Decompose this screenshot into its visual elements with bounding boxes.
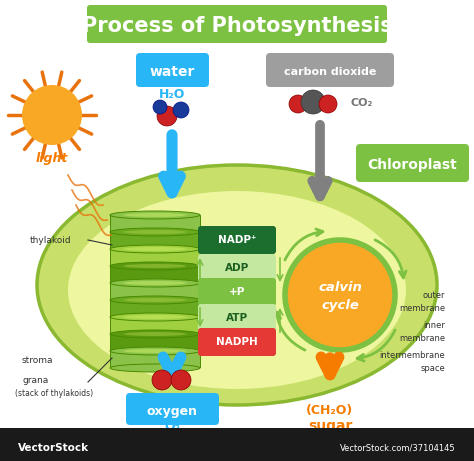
Ellipse shape <box>110 279 200 287</box>
Bar <box>110 317 200 333</box>
Text: grana: grana <box>22 376 48 384</box>
Ellipse shape <box>110 347 200 355</box>
Ellipse shape <box>124 247 186 251</box>
Text: sugar: sugar <box>308 419 352 433</box>
Circle shape <box>289 95 307 113</box>
Text: oxygen: oxygen <box>146 404 198 418</box>
FancyBboxPatch shape <box>198 226 276 254</box>
Ellipse shape <box>124 332 186 336</box>
Ellipse shape <box>124 230 186 234</box>
FancyBboxPatch shape <box>198 278 276 306</box>
Text: H₂O: H₂O <box>159 88 185 100</box>
FancyBboxPatch shape <box>198 328 276 356</box>
Ellipse shape <box>124 264 186 268</box>
Ellipse shape <box>67 190 407 390</box>
Text: light: light <box>36 152 68 165</box>
Circle shape <box>171 370 191 390</box>
Ellipse shape <box>110 330 200 338</box>
FancyBboxPatch shape <box>198 254 276 282</box>
Circle shape <box>152 370 172 390</box>
Text: membrane: membrane <box>399 333 445 343</box>
FancyBboxPatch shape <box>126 393 219 425</box>
Text: (stack of thylakoids): (stack of thylakoids) <box>15 389 93 397</box>
Circle shape <box>173 102 189 118</box>
FancyBboxPatch shape <box>266 53 394 87</box>
Ellipse shape <box>110 296 200 304</box>
Text: NADP⁺: NADP⁺ <box>218 235 256 245</box>
Circle shape <box>301 90 325 114</box>
Text: calvin: calvin <box>318 280 362 294</box>
Ellipse shape <box>110 262 200 270</box>
Text: inner: inner <box>423 320 445 330</box>
Bar <box>110 266 200 282</box>
FancyBboxPatch shape <box>87 5 387 43</box>
Text: thylakoid: thylakoid <box>30 236 72 244</box>
Text: Chloroplast: Chloroplast <box>367 158 457 172</box>
Circle shape <box>285 240 395 350</box>
Bar <box>110 300 200 316</box>
FancyBboxPatch shape <box>356 144 469 182</box>
Ellipse shape <box>37 165 437 405</box>
Text: ADP: ADP <box>225 263 249 273</box>
Text: membrane: membrane <box>399 303 445 313</box>
Text: Process of Photosynthesis: Process of Photosynthesis <box>82 16 392 36</box>
Bar <box>110 249 200 265</box>
Bar <box>110 334 200 350</box>
Text: stroma: stroma <box>22 355 54 365</box>
Text: water: water <box>149 65 195 79</box>
Text: VectorStock.com/37104145: VectorStock.com/37104145 <box>340 443 456 453</box>
Bar <box>110 351 200 367</box>
Text: (CH₂O): (CH₂O) <box>306 403 354 416</box>
Text: +P: +P <box>229 287 245 297</box>
Ellipse shape <box>110 211 200 219</box>
Ellipse shape <box>110 364 200 372</box>
Circle shape <box>157 106 177 126</box>
FancyBboxPatch shape <box>198 304 276 332</box>
Text: NADPH: NADPH <box>216 337 258 347</box>
Ellipse shape <box>124 298 186 302</box>
Ellipse shape <box>110 228 200 236</box>
Text: O₂: O₂ <box>164 420 180 432</box>
FancyBboxPatch shape <box>136 53 209 87</box>
Circle shape <box>319 95 337 113</box>
Ellipse shape <box>124 281 186 285</box>
Circle shape <box>153 100 167 114</box>
Text: space: space <box>420 364 445 372</box>
Circle shape <box>22 85 82 145</box>
Ellipse shape <box>110 245 200 253</box>
Bar <box>110 232 200 248</box>
Text: CO₂: CO₂ <box>351 98 374 108</box>
Ellipse shape <box>124 213 186 217</box>
Ellipse shape <box>124 349 186 353</box>
Text: ATP: ATP <box>226 313 248 323</box>
Text: carbon dioxide: carbon dioxide <box>284 67 376 77</box>
Bar <box>110 215 200 231</box>
Bar <box>110 283 200 299</box>
Ellipse shape <box>124 315 186 319</box>
Bar <box>0 428 474 461</box>
Text: intermembrane: intermembrane <box>379 350 445 360</box>
Text: VectorStock: VectorStock <box>18 443 89 453</box>
Ellipse shape <box>110 313 200 321</box>
Text: outer: outer <box>422 290 445 300</box>
Text: cycle: cycle <box>321 299 359 312</box>
